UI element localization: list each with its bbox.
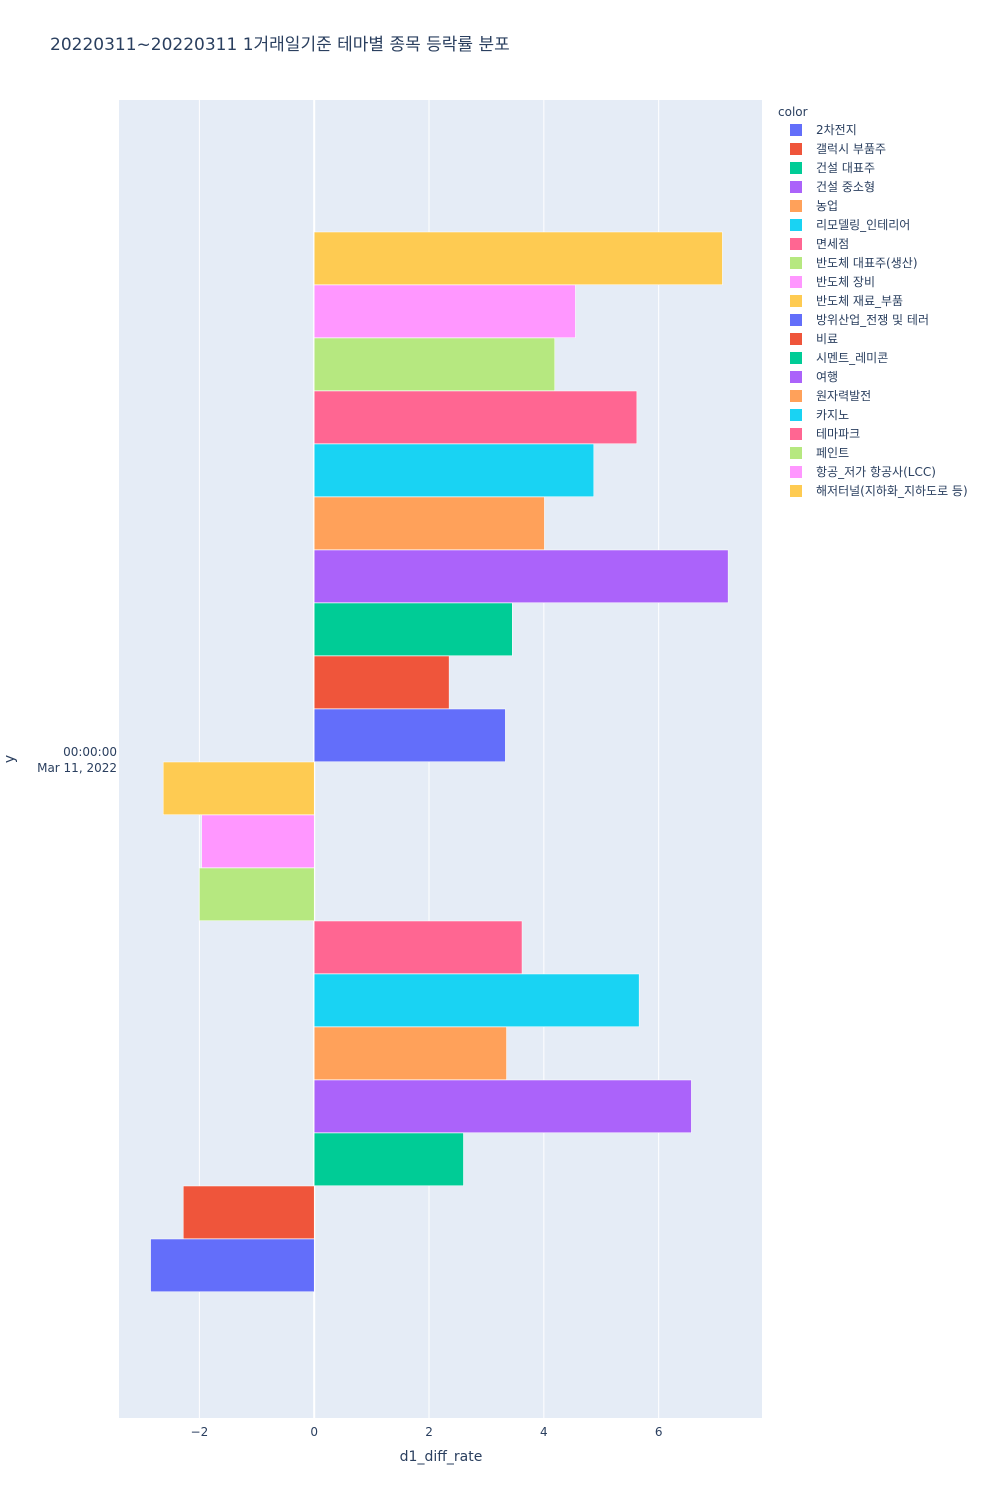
legend-swatch [790,390,802,402]
legend-item-label[interactable]: 반도체 장비 [816,275,875,289]
legend-swatch [790,485,802,497]
legend-swatch [790,409,802,421]
chart-title: 20220311~20220311 1거래일기준 테마별 종목 등락률 분포 [50,35,510,55]
legend-item-label[interactable]: 2차전지 [816,123,857,137]
legend-swatch [790,447,802,459]
bar-9[interactable] [201,814,315,868]
legend-item-label[interactable]: 비료 [816,332,838,346]
legend-swatch [790,162,802,174]
y-tick-label-time: 00:00:00 [63,745,117,759]
bar-11[interactable] [313,708,506,762]
legend-swatch [790,276,802,288]
bar-1[interactable] [150,1238,315,1292]
x-axis-title: d1_diff_rate [400,1449,483,1465]
legend-swatch [790,352,802,364]
legend-swatch [790,200,802,212]
bar-6[interactable] [313,973,640,1027]
bar-8[interactable] [199,867,315,921]
legend-swatch [790,143,802,155]
x-axis-ticks: −2 0 2 4 6 [191,1425,663,1439]
legend-swatch [790,333,802,345]
bar-10[interactable] [162,761,315,815]
legend-swatch [790,181,802,193]
legend-item-label[interactable]: 해저터널(지하화_지하도로 등) [816,484,968,498]
legend-item-label[interactable]: 건설 중소형 [816,180,875,194]
bar-16[interactable] [313,443,595,497]
bar-2[interactable] [183,1185,315,1239]
legend-item-label[interactable]: 리모델링_인테리어 [816,218,910,232]
x-tick-label: 0 [310,1425,318,1439]
x-tick-label: 6 [655,1425,663,1439]
legend-item-label[interactable]: 반도체 재료_부품 [816,294,903,308]
legend-swatch [790,371,802,383]
legend-swatch [790,428,802,440]
y-axis-title: y [2,755,18,763]
legend-item-label[interactable]: 원자력발전 [816,389,871,403]
y-tick-label-date: Mar 11, 2022 [37,761,117,775]
legend-item-label[interactable]: 여행 [816,369,838,384]
legend-item-label[interactable]: 카지노 [816,408,849,422]
legend-title: color [778,105,808,119]
legend-swatch [790,295,802,307]
bar-5[interactable] [313,1026,507,1080]
legend-item-label[interactable]: 면세점 [816,237,849,251]
legend-item-label[interactable]: 테마파크 [816,427,860,441]
bar-18[interactable] [313,337,555,391]
bars-group [150,231,729,1292]
legend-swatch [790,124,802,136]
legend-swatch [790,314,802,326]
x-tick-label: 2 [425,1425,433,1439]
bar-13[interactable] [313,602,513,656]
legend-swatch [790,238,802,250]
legend-item-label[interactable]: 갤럭시 부품주 [816,142,886,156]
legend-item-label[interactable]: 반도체 대표주(생산) [816,256,918,270]
legend-item-label[interactable]: 건설 대표주 [816,161,875,175]
bar-4[interactable] [313,1079,692,1133]
legend-swatch [790,219,802,231]
legend-item-label[interactable]: 항공_저가 항공사(LCC) [816,465,936,479]
legend-item-label[interactable]: 페인트 [816,446,849,460]
bar-20[interactable] [313,231,723,285]
legend-item-label[interactable]: 시멘트_레미콘 [816,351,888,365]
x-tick-label: 4 [540,1425,548,1439]
x-tick-label: −2 [191,1425,209,1439]
bar-19[interactable] [313,284,576,338]
bar-12[interactable] [313,655,450,709]
legend-item-label[interactable]: 방위산업_전쟁 및 테러 [816,313,929,327]
bar-17[interactable] [313,390,638,444]
legend-swatch [790,466,802,478]
bar-14[interactable] [313,549,729,603]
legend-swatch [790,257,802,269]
bar-7[interactable] [313,920,523,974]
bar-3[interactable] [313,1132,464,1186]
legend-item-label[interactable]: 농업 [816,199,838,213]
bar-15[interactable] [313,496,545,550]
